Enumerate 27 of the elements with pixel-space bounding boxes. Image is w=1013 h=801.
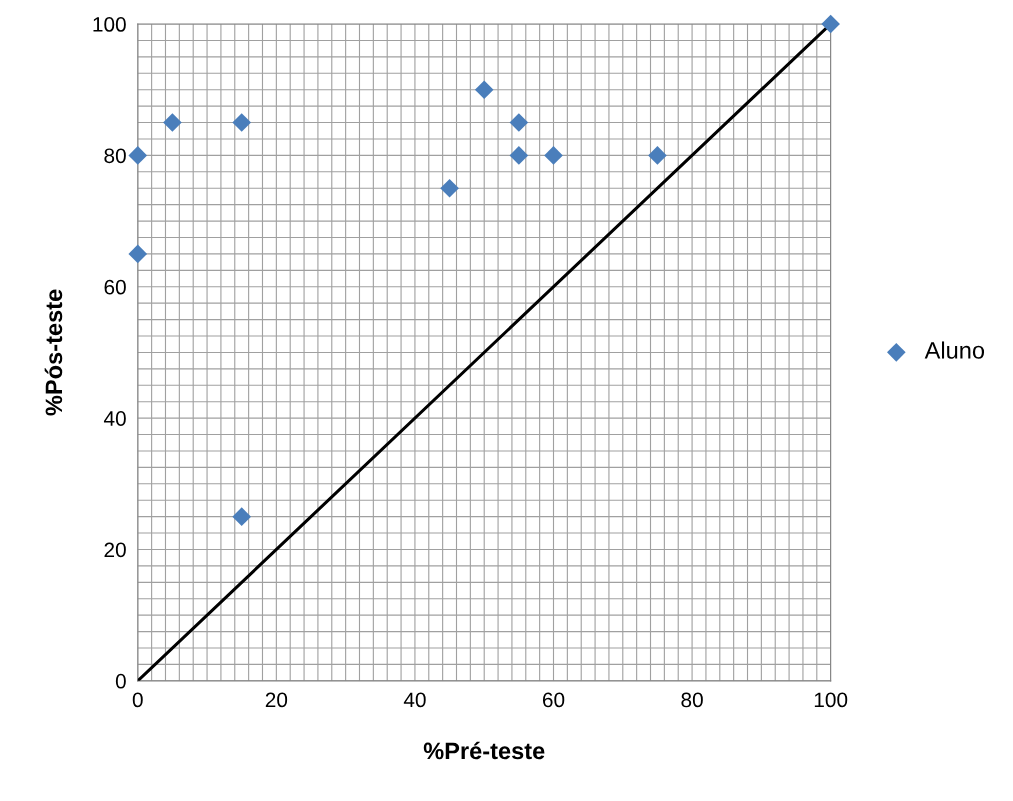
- point: [128, 146, 148, 165]
- x-tick-label: 40: [403, 692, 426, 708]
- x-tick-label: 20: [265, 692, 288, 708]
- y-axis-title: %Pós-teste: [44, 289, 63, 416]
- point: [509, 146, 529, 165]
- point: [821, 14, 840, 34]
- y-tick-label: 60: [104, 279, 126, 295]
- point: [509, 113, 529, 132]
- point: [440, 178, 459, 198]
- x-tick-label: 60: [542, 692, 565, 708]
- y-tick-label: 0: [115, 673, 126, 689]
- point: [648, 146, 667, 165]
- x-tick-label: 80: [681, 692, 703, 708]
- x-tick-label: 100: [814, 692, 848, 708]
- x-tick-label: 0: [132, 692, 143, 708]
- y-tick-label: 80: [104, 148, 126, 164]
- point: [128, 244, 148, 264]
- point: [232, 113, 252, 132]
- point: [163, 113, 182, 132]
- y-tick-label: 40: [103, 411, 126, 426]
- point: [544, 146, 563, 165]
- x-axis-title: %Pré-teste: [423, 741, 545, 760]
- y-tick-label: 20: [104, 542, 126, 558]
- point: [232, 507, 252, 526]
- legend-label: Aluno: [924, 341, 985, 359]
- y-tick-label: 100: [93, 17, 126, 32]
- point: [474, 80, 494, 100]
